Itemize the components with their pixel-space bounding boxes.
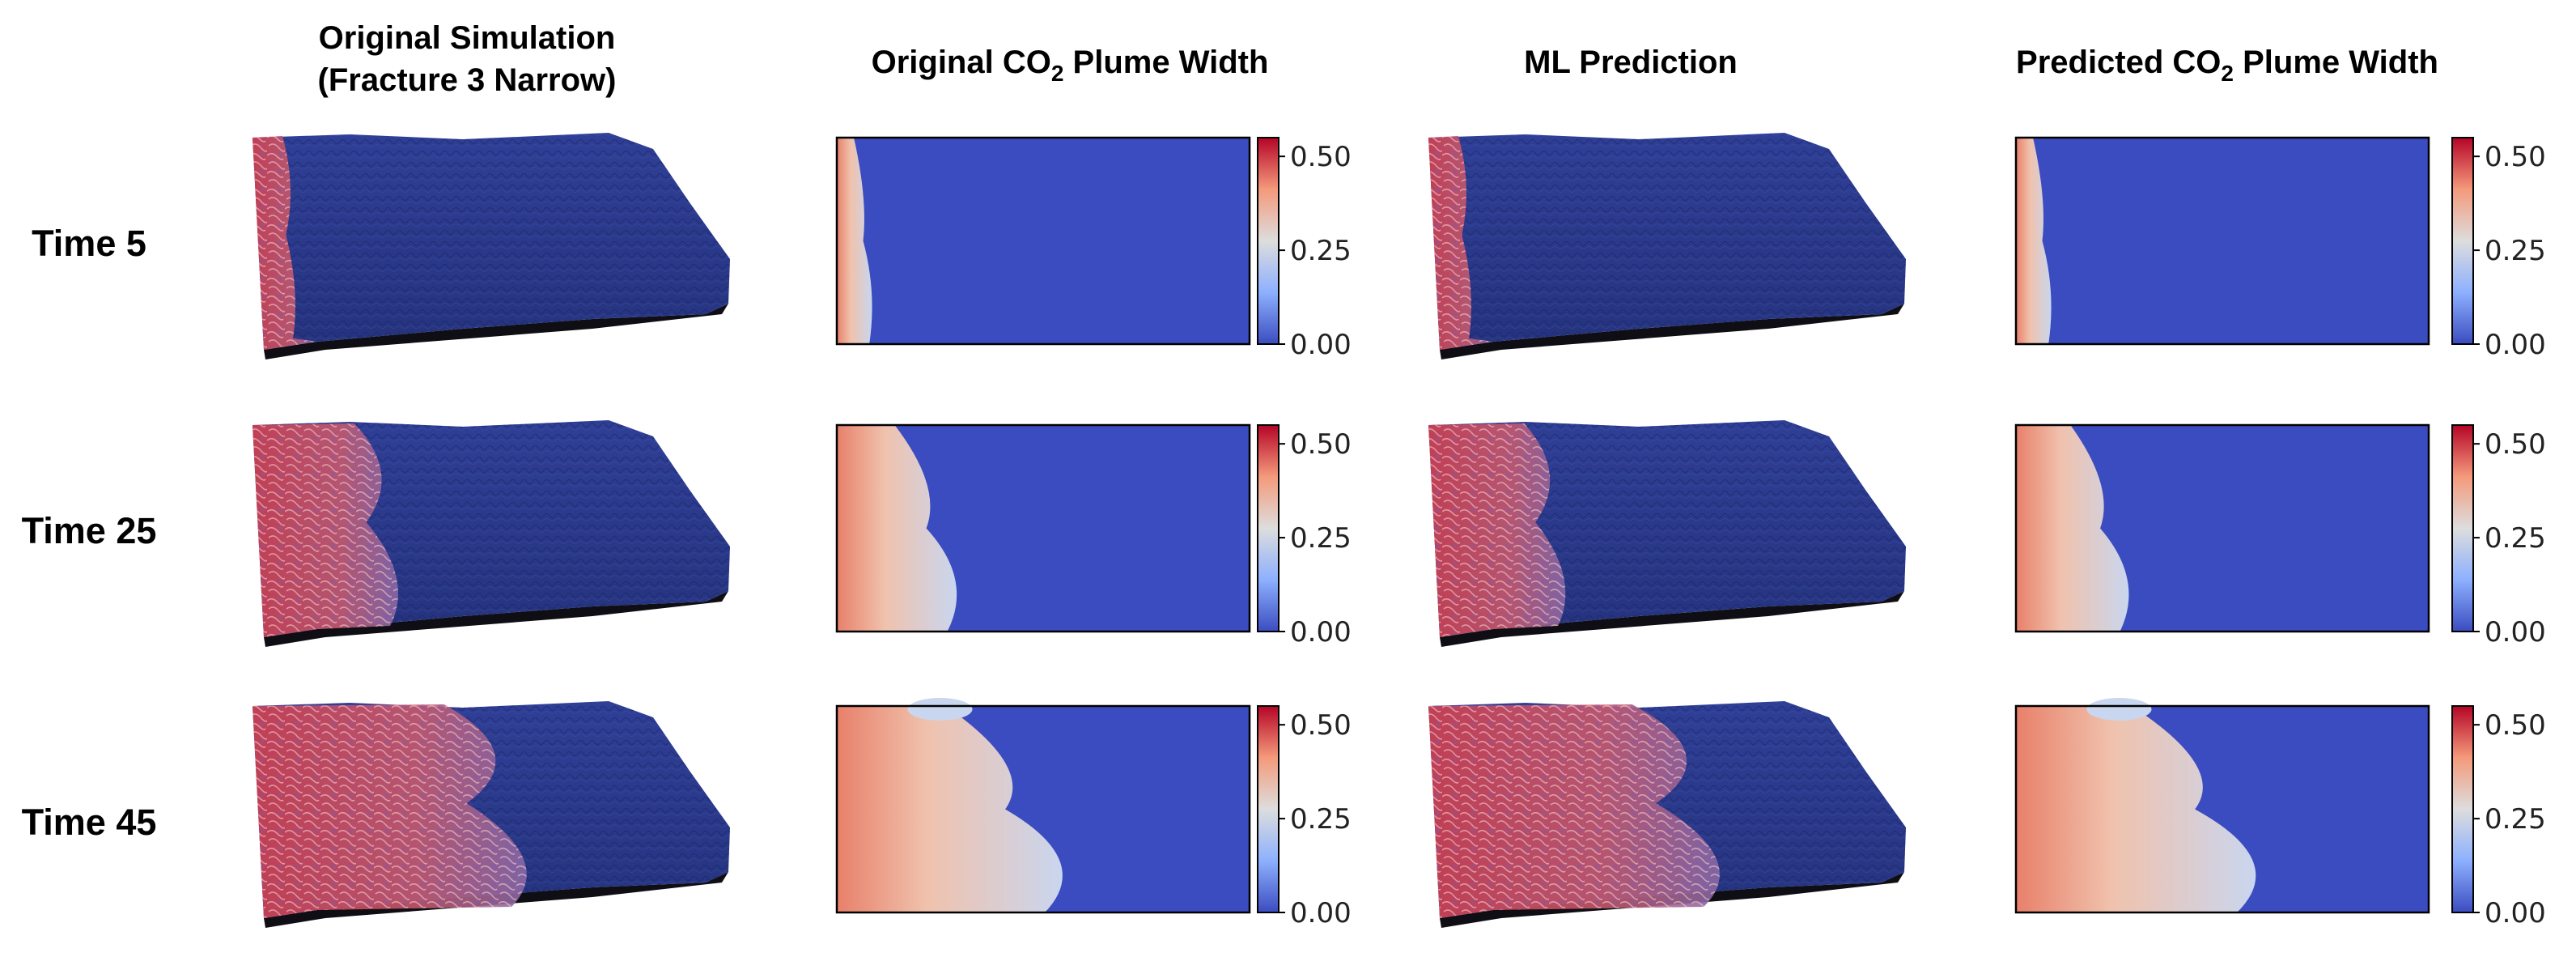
colorbar-tick-label: 0.50 — [1290, 709, 1352, 742]
co2-plume-texture — [253, 704, 527, 918]
colorbar-tick-label: 0.25 — [2485, 522, 2546, 555]
co2-plume-texture — [1428, 423, 1566, 637]
plume-width-region — [2016, 425, 2129, 632]
predicted-plume-width-map — [2014, 423, 2430, 633]
surface-shadow — [1440, 304, 1904, 359]
colorbar-tick-label: 0.00 — [1290, 329, 1352, 361]
colorbar-tick-label: 0.25 — [2485, 235, 2546, 267]
map-frame — [835, 423, 1251, 633]
surface-texture — [1428, 133, 1906, 350]
map-frame — [2014, 423, 2430, 633]
colorbar-tick-label: 0.00 — [2485, 329, 2546, 361]
colorbar-gradient — [2451, 424, 2474, 632]
plume-width-region — [2086, 698, 2152, 721]
co2-plume-texture — [1428, 704, 1720, 918]
colorbar: 0.50 0.25 0.00 — [2451, 705, 2546, 929]
colorbar-tick-label: 0.25 — [1290, 522, 1352, 555]
plume-width-region — [837, 425, 957, 632]
column-header-text: Predicted CO2 Plume Width — [2016, 45, 2438, 86]
colorbar: 0.50 0.25 0.00 — [2451, 137, 2546, 361]
ml-prediction-surface — [1428, 133, 1906, 359]
simulation-surface — [253, 420, 730, 647]
column-header-1: Original Simulation (Fracture 3 Narrow) — [318, 20, 617, 98]
row-label-2: Time 25 — [22, 510, 157, 551]
column-header-text: Original CO2 Plume Width — [872, 45, 1269, 86]
predicted-plume-width-map — [2014, 136, 2430, 346]
colorbar-tick-label: 0.25 — [1290, 235, 1352, 267]
plume-width-region — [2016, 138, 2052, 344]
column-header-text: ML Prediction — [1524, 45, 1738, 80]
colorbar-tick-label: 0.00 — [2485, 616, 2546, 649]
colorbar-tick-label: 0.00 — [1290, 897, 1352, 929]
colorbar-gradient — [1257, 705, 1280, 913]
surface-shadow — [264, 591, 728, 647]
colorbar-tick-label: 0.50 — [1290, 428, 1352, 461]
colorbar: 0.50 0.25 0.00 — [1257, 424, 1352, 649]
co2-plume-texture — [1428, 136, 1493, 350]
map-background — [2016, 138, 2429, 344]
surface-texture — [253, 133, 730, 350]
plume-width-region — [837, 138, 872, 344]
colorbar-tick-label: 0.50 — [1290, 141, 1352, 173]
column-header-2: Original CO2 Plume Width — [872, 45, 1269, 86]
colorbar-tick-label: 0.25 — [1290, 803, 1352, 836]
surface-shadow — [1440, 591, 1904, 647]
plume-width-region — [837, 706, 1063, 912]
original-plume-width-map — [835, 698, 1251, 914]
colorbar-tick-label: 0.25 — [2485, 803, 2546, 836]
plume-width-region — [907, 698, 973, 721]
map-frame — [2014, 136, 2430, 346]
predicted-plume-width-map — [2014, 698, 2430, 914]
map-frame — [835, 704, 1251, 914]
colorbar: 0.50 0.25 0.00 — [2451, 424, 2546, 649]
ml-prediction-surface — [1428, 701, 1906, 928]
column-header-line2: (Fracture 3 Narrow) — [318, 62, 617, 98]
column-header-4: Predicted CO2 Plume Width — [2016, 45, 2438, 86]
original-plume-width-map — [835, 423, 1251, 633]
simulation-surface — [253, 133, 730, 359]
original-plume-width-map — [835, 136, 1251, 346]
colorbar-tick-label: 0.00 — [1290, 616, 1352, 649]
co2-plume-texture — [253, 423, 398, 637]
colorbar-tick-label: 0.00 — [2485, 897, 2546, 929]
colorbar-gradient — [2451, 137, 2474, 345]
colorbar: 0.50 0.25 0.00 — [1257, 705, 1352, 929]
simulation-surface — [253, 701, 730, 928]
column-header-3: ML Prediction — [1524, 45, 1738, 80]
map-frame — [2014, 704, 2430, 914]
colorbar-gradient — [1257, 137, 1280, 345]
colorbar-gradient — [2451, 705, 2474, 913]
ml-prediction-surface — [1428, 420, 1906, 647]
colorbar-gradient — [1257, 424, 1280, 632]
colorbar: 0.50 0.25 0.00 — [1257, 137, 1352, 361]
row-label-1: Time 5 — [32, 223, 146, 264]
plume-width-region — [2016, 706, 2256, 912]
map-frame — [835, 136, 1251, 346]
row-label-3: Time 45 — [22, 802, 157, 843]
map-background — [837, 138, 1250, 344]
co2-plume-texture — [253, 136, 317, 350]
colorbar-tick-label: 0.50 — [2485, 428, 2546, 461]
surface-shadow — [264, 304, 728, 359]
colorbar-tick-label: 0.50 — [2485, 709, 2546, 742]
colorbar-tick-label: 0.50 — [2485, 141, 2546, 173]
column-header-line1: Original Simulation — [319, 20, 616, 56]
